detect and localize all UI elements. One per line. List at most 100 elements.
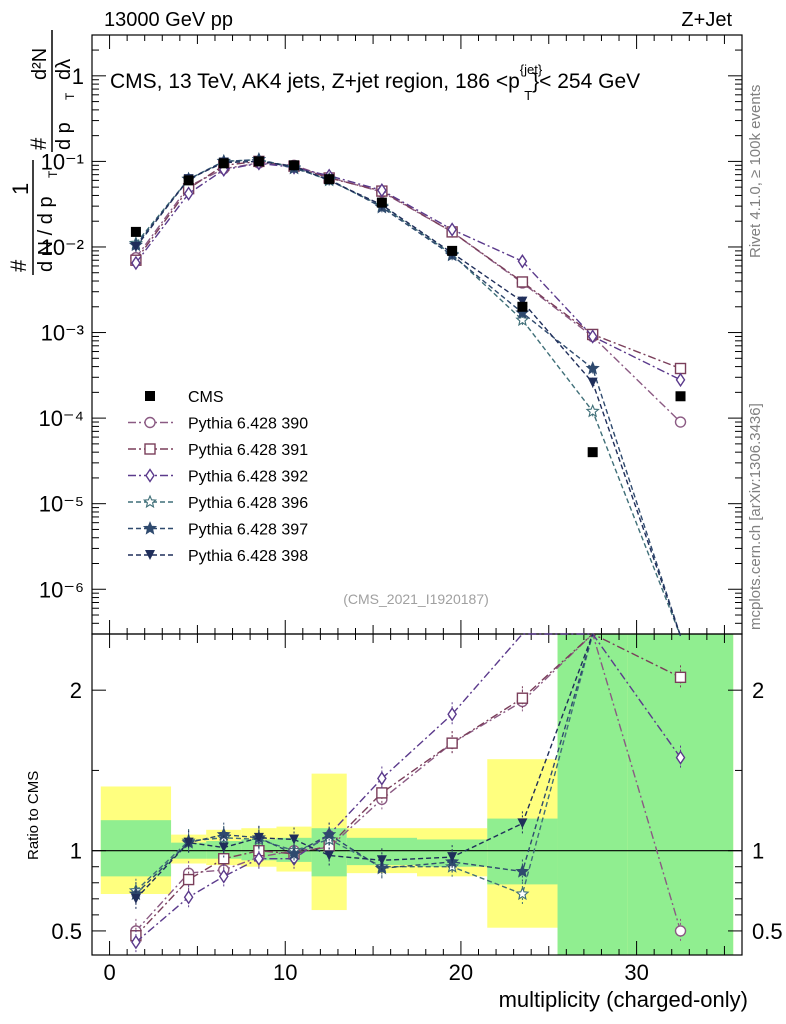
- ratio-point: [324, 850, 335, 861]
- legend-marker: [142, 494, 158, 509]
- cms-data-point: [218, 158, 229, 169]
- cms-data-point: [183, 175, 194, 186]
- ratio-band-green: [627, 634, 734, 955]
- ratio-point: [289, 834, 300, 845]
- ratio-y-tick-label: 0.5: [752, 919, 783, 944]
- cms-data-point: [517, 301, 528, 312]
- cms-data-point: [587, 447, 598, 458]
- data-point: [674, 416, 687, 428]
- svg-text:#: #: [6, 259, 31, 272]
- series-line: [135, 162, 681, 423]
- ratio-point: [516, 692, 529, 704]
- ratio-point: [218, 853, 230, 865]
- ratio-point: [374, 860, 389, 875]
- cms-data-point: [447, 245, 458, 256]
- ratio-point: [376, 855, 387, 866]
- svg-text:d²N: d²N: [29, 48, 51, 80]
- data-point: [447, 222, 457, 237]
- ratio-y-tick-label: 2: [70, 678, 82, 703]
- svg-text:#: #: [26, 137, 51, 150]
- plot-title: CMS, 13 TeV, AK4 jets, Z+jet region, 186…: [110, 62, 640, 103]
- ratio-frame-box: [91, 633, 743, 956]
- legend-marker: [144, 443, 156, 455]
- ratio-point: [218, 842, 229, 853]
- rivet-note: Rivet 4.1.0, ≥ 100k events: [747, 85, 764, 258]
- legend: CMS Pythia 6.428 390 Pythia 6.428 391 Pythi…: [128, 389, 308, 565]
- svg-text:T: T: [63, 92, 77, 100]
- ratio-point: [447, 852, 458, 863]
- data-point: [130, 241, 141, 252]
- header-right: Z+Jet: [681, 9, 732, 31]
- x-axis-title: multiplicity (charged-only): [499, 987, 748, 1012]
- header-left: 13000 GeV pp: [104, 9, 233, 31]
- series-line: [135, 162, 681, 381]
- data-point: [674, 362, 687, 375]
- ratio-y-tick-label: 1: [752, 839, 764, 864]
- data-point: [585, 361, 600, 375]
- legend-label: Pythia 6.428 391: [188, 442, 308, 459]
- ratio-point: [131, 934, 141, 950]
- ratio-y-tick-label: 0.5: [51, 919, 82, 944]
- cms-data-point: [130, 226, 141, 237]
- svg-text:1: 1: [8, 183, 33, 195]
- cms-data-point: [253, 156, 264, 167]
- data-point: [516, 276, 529, 288]
- ratio-series-line: [135, 633, 594, 895]
- ratio-series-line: [135, 633, 594, 895]
- y-tick-label: 10⁻¹: [41, 149, 84, 174]
- y-tick-label: 10⁻²: [41, 235, 84, 260]
- ratio-point: [183, 837, 194, 848]
- cms-data-point: [675, 391, 686, 402]
- ratio-point: [183, 889, 194, 905]
- ratio-ylabel: Ratio to CMS: [25, 771, 42, 860]
- ratio-point: [515, 886, 530, 901]
- cms-data-point: [289, 160, 300, 171]
- ratio-point: [182, 873, 195, 886]
- x-tick-label: 20: [449, 960, 473, 985]
- ratio-series: [128, 632, 687, 955]
- data-point: [515, 312, 530, 327]
- data-point: [377, 182, 387, 198]
- ratio-point: [515, 864, 530, 878]
- ratio-point: [674, 925, 687, 937]
- x-tick-label: 30: [624, 960, 648, 985]
- svg-text:dλ: dλ: [53, 59, 75, 80]
- data-point: [587, 377, 598, 388]
- data-point: [517, 296, 528, 307]
- legend-marker: [142, 521, 158, 535]
- mcplots-note: mcplots.cern.ch [arXiv:1306.3436]: [747, 403, 764, 630]
- legend-label: Pythia 6.428 396: [188, 495, 308, 512]
- ratio-point: [675, 750, 686, 765]
- data-point: [183, 186, 194, 201]
- data-point: [587, 329, 598, 344]
- x-tick-label: 10: [273, 960, 297, 985]
- ratio-point: [286, 846, 302, 860]
- data-point: [675, 372, 686, 388]
- y-tick-label: 1: [72, 64, 84, 89]
- main-ylabel: # 1 d N / d p T # d²N d p T dλ: [6, 30, 77, 275]
- data-point: [517, 254, 528, 269]
- legend-label: Pythia 6.428 397: [188, 522, 308, 539]
- ratio-series-line: [135, 633, 594, 900]
- ratio-band-green: [557, 634, 628, 955]
- ratio-point: [674, 671, 687, 684]
- ratio-point: [254, 851, 264, 866]
- ratio-point: [446, 737, 458, 749]
- legend-label: Pythia 6.428 398: [188, 548, 308, 565]
- cms-data-point: [376, 197, 387, 208]
- main-plot-frame: 10⁻⁶ 10⁻⁵ 10⁻⁴ 10⁻³ 10⁻² 10⁻¹ 1: [38, 34, 743, 635]
- legend-marker: [145, 550, 155, 560]
- cms-data-point: [324, 174, 335, 185]
- ratio-point: [376, 787, 388, 799]
- legend-label: Pythia 6.428 390: [188, 416, 308, 433]
- ratio-point: [517, 818, 528, 829]
- legend-marker: [144, 416, 156, 429]
- ratio-band-green: [100, 820, 172, 877]
- legend-label-cms: CMS: [188, 389, 224, 406]
- data-point: [131, 255, 141, 271]
- ratio-plot-frame: 0 10 20 30 0.5 0.5 1 1 2 2: [51, 35, 783, 985]
- ratio-point: [377, 771, 387, 786]
- analysis-id: (CMS_2021_I1920187): [343, 591, 489, 607]
- svg-text:d N / d p: d N / d p: [35, 196, 57, 272]
